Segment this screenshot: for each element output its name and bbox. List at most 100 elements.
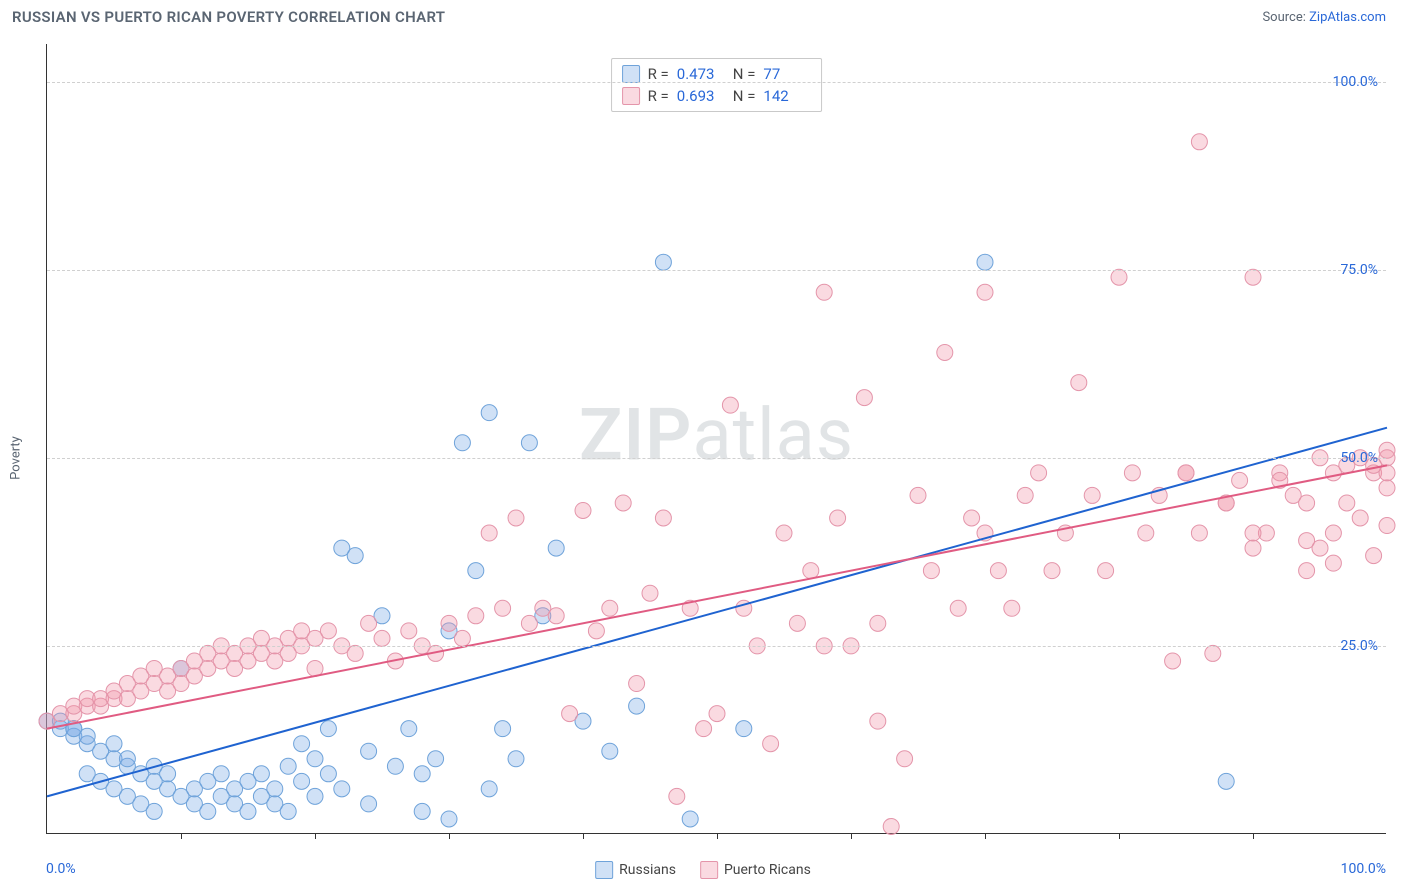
- data-point: [642, 585, 658, 601]
- data-point: [361, 615, 377, 631]
- data-point: [387, 758, 403, 774]
- data-point: [1325, 555, 1341, 571]
- data-point: [495, 721, 511, 737]
- data-point: [294, 773, 310, 789]
- data-point: [213, 766, 229, 782]
- data-point: [1138, 525, 1154, 541]
- y-tick-label: 25.0%: [1340, 638, 1378, 654]
- data-point: [361, 743, 377, 759]
- legend-item-russians: Russians: [595, 861, 676, 879]
- data-point: [575, 502, 591, 518]
- data-point: [1325, 525, 1341, 541]
- data-point: [1178, 465, 1194, 481]
- data-point: [803, 563, 819, 579]
- y-axis-title: Poverty: [9, 436, 24, 480]
- x-tick: [851, 833, 852, 839]
- data-point: [307, 788, 323, 804]
- data-point: [602, 743, 618, 759]
- legend-item-puertoricans: Puerto Ricans: [700, 861, 811, 879]
- data-point: [428, 751, 444, 767]
- data-point: [253, 766, 269, 782]
- data-point: [1098, 563, 1114, 579]
- data-point: [347, 548, 363, 564]
- data-point: [1379, 518, 1395, 534]
- data-point: [495, 600, 511, 616]
- data-point: [1205, 645, 1221, 661]
- data-point: [763, 736, 779, 752]
- x-axis-min-label: 0.0%: [46, 861, 76, 877]
- data-point: [280, 803, 296, 819]
- scatter-svg: [47, 44, 1386, 833]
- data-point: [334, 781, 350, 797]
- data-point: [870, 713, 886, 729]
- data-point: [374, 630, 390, 646]
- data-point: [789, 615, 805, 631]
- data-point: [1379, 480, 1395, 496]
- data-point: [468, 563, 484, 579]
- chart-header: RUSSIAN VS PUERTO RICAN POVERTY CORRELAT…: [0, 0, 1406, 30]
- gridline: [47, 270, 1386, 271]
- data-point: [856, 390, 872, 406]
- swatch-puertoricans: [622, 87, 640, 105]
- data-point: [1299, 495, 1315, 511]
- data-point: [897, 751, 913, 767]
- plot-area: ZIPatlas R = 0.473 N = 77 R = 0.693 N = …: [46, 44, 1386, 834]
- data-point: [1366, 548, 1382, 564]
- data-point: [1379, 442, 1395, 458]
- data-point: [1245, 269, 1261, 285]
- data-point: [481, 405, 497, 421]
- n-label: N =: [733, 85, 756, 107]
- data-point: [320, 721, 336, 737]
- data-point: [990, 563, 1006, 579]
- data-point: [160, 766, 176, 782]
- data-point: [1017, 487, 1033, 503]
- r-value-puertoricans: 0.693: [677, 85, 725, 107]
- source-label: Source:: [1262, 10, 1305, 25]
- data-point: [200, 803, 216, 819]
- data-point: [588, 623, 604, 639]
- data-point: [267, 781, 283, 797]
- data-point: [454, 435, 470, 451]
- data-point: [1165, 653, 1181, 669]
- data-point: [910, 487, 926, 503]
- data-point: [1084, 487, 1100, 503]
- data-point: [1191, 525, 1207, 541]
- data-point: [923, 563, 939, 579]
- r-label: R =: [648, 85, 669, 107]
- data-point: [347, 645, 363, 661]
- data-point: [1111, 269, 1127, 285]
- y-tick-label: 100.0%: [1333, 74, 1378, 90]
- chart-container: Poverty ZIPatlas R = 0.473 N = 77 R = 0.…: [0, 30, 1406, 885]
- data-point: [602, 600, 618, 616]
- x-tick: [181, 833, 182, 839]
- data-point: [79, 728, 95, 744]
- data-point: [830, 510, 846, 526]
- data-point: [950, 600, 966, 616]
- data-point: [1352, 510, 1368, 526]
- data-point: [454, 630, 470, 646]
- data-point: [977, 284, 993, 300]
- swatch-russians: [595, 861, 613, 879]
- source-link[interactable]: ZipAtlas.com: [1309, 10, 1386, 25]
- series-legend: Russians Puerto Ricans: [595, 861, 811, 879]
- data-point: [709, 706, 725, 722]
- x-tick: [583, 833, 584, 839]
- data-point: [870, 615, 886, 631]
- data-point: [548, 608, 564, 624]
- data-point: [521, 435, 537, 451]
- data-point: [106, 736, 122, 752]
- gridline: [47, 646, 1386, 647]
- data-point: [401, 721, 417, 737]
- data-point: [441, 811, 457, 827]
- data-point: [615, 495, 631, 511]
- x-tick: [1253, 833, 1254, 839]
- data-point: [816, 284, 832, 300]
- data-point: [977, 254, 993, 270]
- data-point: [441, 615, 457, 631]
- data-point: [468, 608, 484, 624]
- n-value-puertoricans: 142: [763, 85, 811, 107]
- data-point: [146, 803, 162, 819]
- chart-title: RUSSIAN VS PUERTO RICAN POVERTY CORRELAT…: [12, 8, 445, 26]
- data-point: [240, 803, 256, 819]
- data-point: [655, 510, 671, 526]
